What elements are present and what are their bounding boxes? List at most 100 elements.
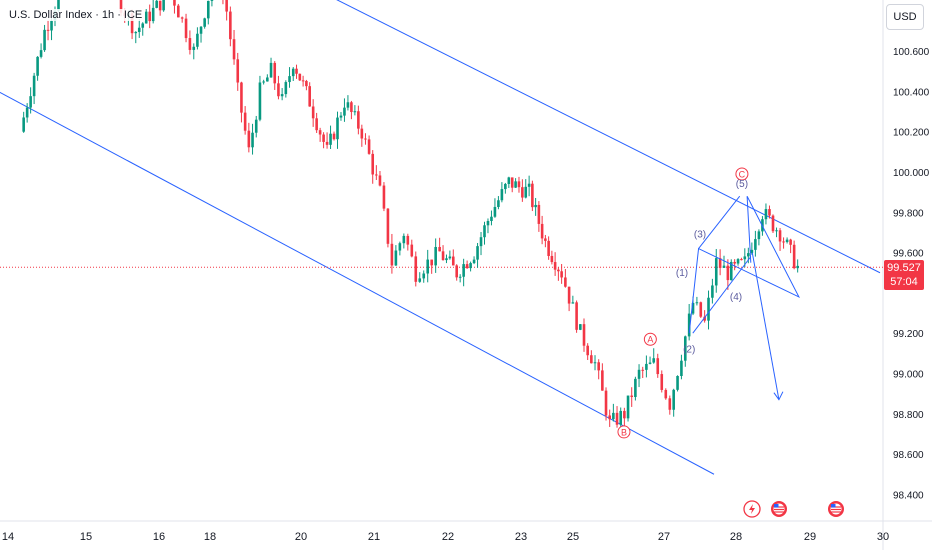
candle-body xyxy=(740,259,743,261)
candle-body xyxy=(637,369,641,379)
candle-body xyxy=(497,200,500,207)
candle-body xyxy=(695,302,699,304)
wave-path-line xyxy=(688,195,801,334)
wave-label-a: A xyxy=(647,335,653,345)
candle-body xyxy=(43,29,46,51)
candle-body xyxy=(426,259,430,274)
candle-body xyxy=(360,128,364,139)
candle-body xyxy=(357,111,360,129)
candle-body xyxy=(418,278,422,282)
candle-body xyxy=(441,251,445,261)
candle-body xyxy=(619,410,623,425)
candle-body xyxy=(451,256,455,266)
us-flag-icon[interactable] xyxy=(771,501,787,517)
candle-body xyxy=(184,18,188,39)
candle-body xyxy=(119,0,123,13)
x-tick-label: 29 xyxy=(804,531,816,543)
candle-body xyxy=(414,256,418,282)
wave-lower-boundary xyxy=(692,256,752,334)
candle-body xyxy=(757,231,761,240)
candle-body xyxy=(771,215,775,232)
candle-body xyxy=(305,80,308,87)
candle-body xyxy=(656,358,660,375)
candle-body xyxy=(284,82,288,95)
candle-body xyxy=(736,259,740,264)
candle-body xyxy=(406,235,410,245)
candle-body xyxy=(291,68,295,77)
candle-body xyxy=(750,249,754,254)
y-tick-label: 99.000 xyxy=(893,370,924,381)
candle-body xyxy=(672,389,675,410)
lightning-icon[interactable] xyxy=(743,500,761,518)
candle-body xyxy=(394,250,398,266)
candle-body xyxy=(177,5,180,18)
candle-body xyxy=(398,243,402,251)
candle-body xyxy=(148,11,151,22)
y-tick-label: 100.000 xyxy=(893,168,930,179)
candles xyxy=(22,0,799,429)
candle-body xyxy=(604,390,608,416)
candle-body xyxy=(579,324,582,330)
last-price-tag: 99.527 57:04 xyxy=(884,260,924,290)
candle-body xyxy=(322,134,325,142)
candle-body xyxy=(266,77,269,82)
candle-body xyxy=(151,7,155,22)
candle-body xyxy=(514,181,517,188)
candle-body xyxy=(722,265,726,268)
candle-body xyxy=(434,246,437,266)
candle-body xyxy=(130,13,134,34)
x-tick-label: 23 xyxy=(515,531,527,543)
candle-body xyxy=(764,209,768,220)
candle-body xyxy=(593,362,597,364)
candle-body xyxy=(782,241,785,243)
candle-body xyxy=(648,362,652,364)
candle-body xyxy=(375,174,378,176)
candle-body xyxy=(315,118,318,131)
candle-body xyxy=(472,259,476,264)
candle-body xyxy=(564,277,567,287)
currency-button[interactable]: USD xyxy=(886,4,924,30)
candle-body xyxy=(486,220,490,226)
candle-body xyxy=(641,369,645,371)
candle-body xyxy=(540,223,544,239)
candle-body xyxy=(469,263,472,269)
candle-body xyxy=(46,29,50,31)
us-flag-icon[interactable] xyxy=(828,501,844,517)
candle-body xyxy=(240,82,243,113)
wave-label: (2) xyxy=(683,344,695,355)
x-tick-label: 15 xyxy=(80,531,92,543)
candle-body xyxy=(729,261,733,281)
candle-body xyxy=(652,358,656,363)
candle-body xyxy=(280,94,284,97)
wave-label-circle xyxy=(617,425,631,439)
y-tick-label: 100.200 xyxy=(893,128,930,139)
candle-body xyxy=(422,273,426,279)
candle-body xyxy=(196,33,199,47)
candle-body xyxy=(258,82,262,120)
candle-body xyxy=(438,246,441,252)
x-tick-label: 27 xyxy=(658,531,670,543)
candle-body xyxy=(301,80,305,82)
symbol-title[interactable]: U.S. Dollar Index · 1h · ICE xyxy=(6,9,146,21)
candle-body xyxy=(521,187,524,198)
candle-body xyxy=(676,376,679,390)
candle-body xyxy=(295,68,298,74)
candle-body xyxy=(707,297,710,321)
candle-body xyxy=(718,258,722,268)
wave-label-circle xyxy=(643,332,657,346)
candle-body xyxy=(645,363,648,370)
candle-body xyxy=(229,11,232,40)
candle-body xyxy=(687,313,691,337)
candle-body xyxy=(364,138,367,140)
channel-upper-line xyxy=(336,0,881,274)
candle-body xyxy=(479,237,483,247)
candle-body xyxy=(560,271,563,278)
candle-body xyxy=(325,141,329,145)
candle-body xyxy=(517,181,521,188)
wave-label-circle xyxy=(735,167,749,181)
candle-body xyxy=(504,183,507,190)
candle-body xyxy=(510,177,514,188)
candle-body xyxy=(553,262,557,270)
